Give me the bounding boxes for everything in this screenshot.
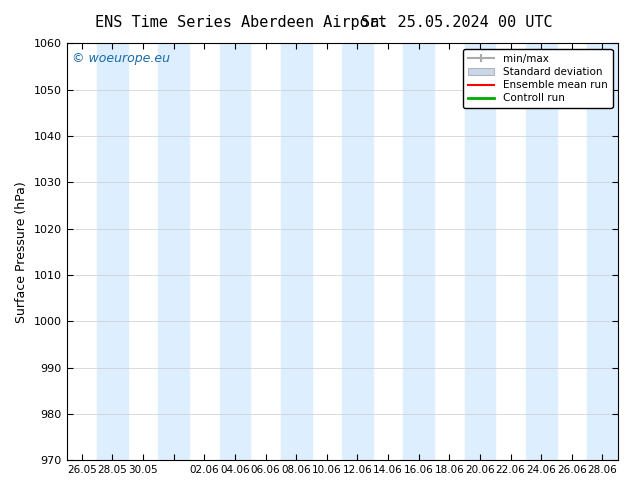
Bar <box>465 44 495 460</box>
Y-axis label: Surface Pressure (hPa): Surface Pressure (hPa) <box>15 181 28 323</box>
Bar <box>526 44 557 460</box>
Bar <box>97 44 128 460</box>
Bar <box>342 44 373 460</box>
Bar <box>281 44 311 460</box>
Bar <box>403 44 434 460</box>
Text: Sa. 25.05.2024 00 UTC: Sa. 25.05.2024 00 UTC <box>361 15 552 30</box>
Bar <box>219 44 250 460</box>
Legend: min/max, Standard deviation, Ensemble mean run, Controll run: min/max, Standard deviation, Ensemble me… <box>463 49 612 108</box>
Bar <box>158 44 189 460</box>
Bar <box>587 44 618 460</box>
Text: © woeurope.eu: © woeurope.eu <box>72 52 170 65</box>
Text: ENS Time Series Aberdeen Airport: ENS Time Series Aberdeen Airport <box>95 15 387 30</box>
